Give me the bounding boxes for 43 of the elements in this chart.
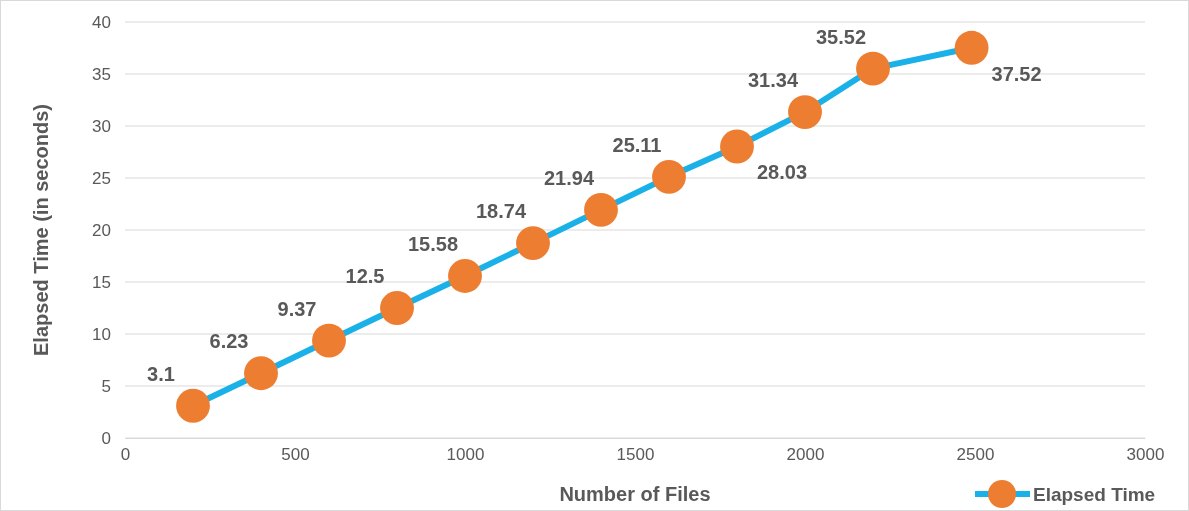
data-label: 18.74	[475, 200, 527, 223]
y-tick-label: 5	[101, 376, 111, 396]
data-label: 31.34	[747, 69, 799, 92]
data-label: 37.52	[991, 62, 1042, 85]
y-tick-label: 35	[92, 64, 111, 84]
x-tick-label: 500	[281, 445, 310, 465]
x-tick-label: 1000	[446, 445, 485, 465]
point	[720, 129, 754, 164]
y-tick-label: 25	[92, 168, 111, 188]
y-tick-label: 30	[92, 116, 111, 136]
data-label: 35.52	[815, 25, 867, 48]
data-label: 9.37	[277, 297, 317, 320]
x-tick-label: 3000	[1126, 445, 1165, 465]
data-label: 3.1	[147, 362, 175, 385]
y-tick-label: 10	[92, 324, 111, 344]
legend-label: Elapsed Time	[1033, 484, 1156, 505]
point	[856, 51, 890, 86]
data-label: 25.11	[612, 133, 662, 156]
data-label: 12.5	[345, 265, 385, 287]
y-axis-title: Elapsed Time (in seconds)	[30, 104, 52, 356]
data-label: 28.03	[756, 161, 808, 184]
data-label: 15.58	[407, 232, 459, 255]
point	[584, 192, 618, 227]
point	[380, 291, 414, 325]
point	[448, 259, 482, 293]
x-tick-label: 2500	[956, 445, 995, 465]
point	[788, 95, 822, 129]
y-tick-label: 15	[92, 272, 111, 292]
y-tick-label: 0	[101, 428, 111, 448]
x-tick-label: 1500	[616, 445, 655, 465]
x-tick-label: 2000	[786, 445, 825, 465]
data-label: 21.94	[543, 166, 595, 189]
x-tick-label: 0	[120, 445, 131, 465]
point	[176, 388, 210, 423]
point	[312, 323, 346, 358]
point	[652, 159, 686, 194]
point	[516, 226, 550, 260]
y-tick-label: 40	[92, 12, 111, 32]
y-tick-label: 20	[92, 220, 111, 240]
point	[954, 30, 989, 65]
data-label: 6.23	[209, 330, 249, 353]
x-axis-title: Number of Files	[559, 483, 711, 505]
point	[244, 356, 278, 391]
